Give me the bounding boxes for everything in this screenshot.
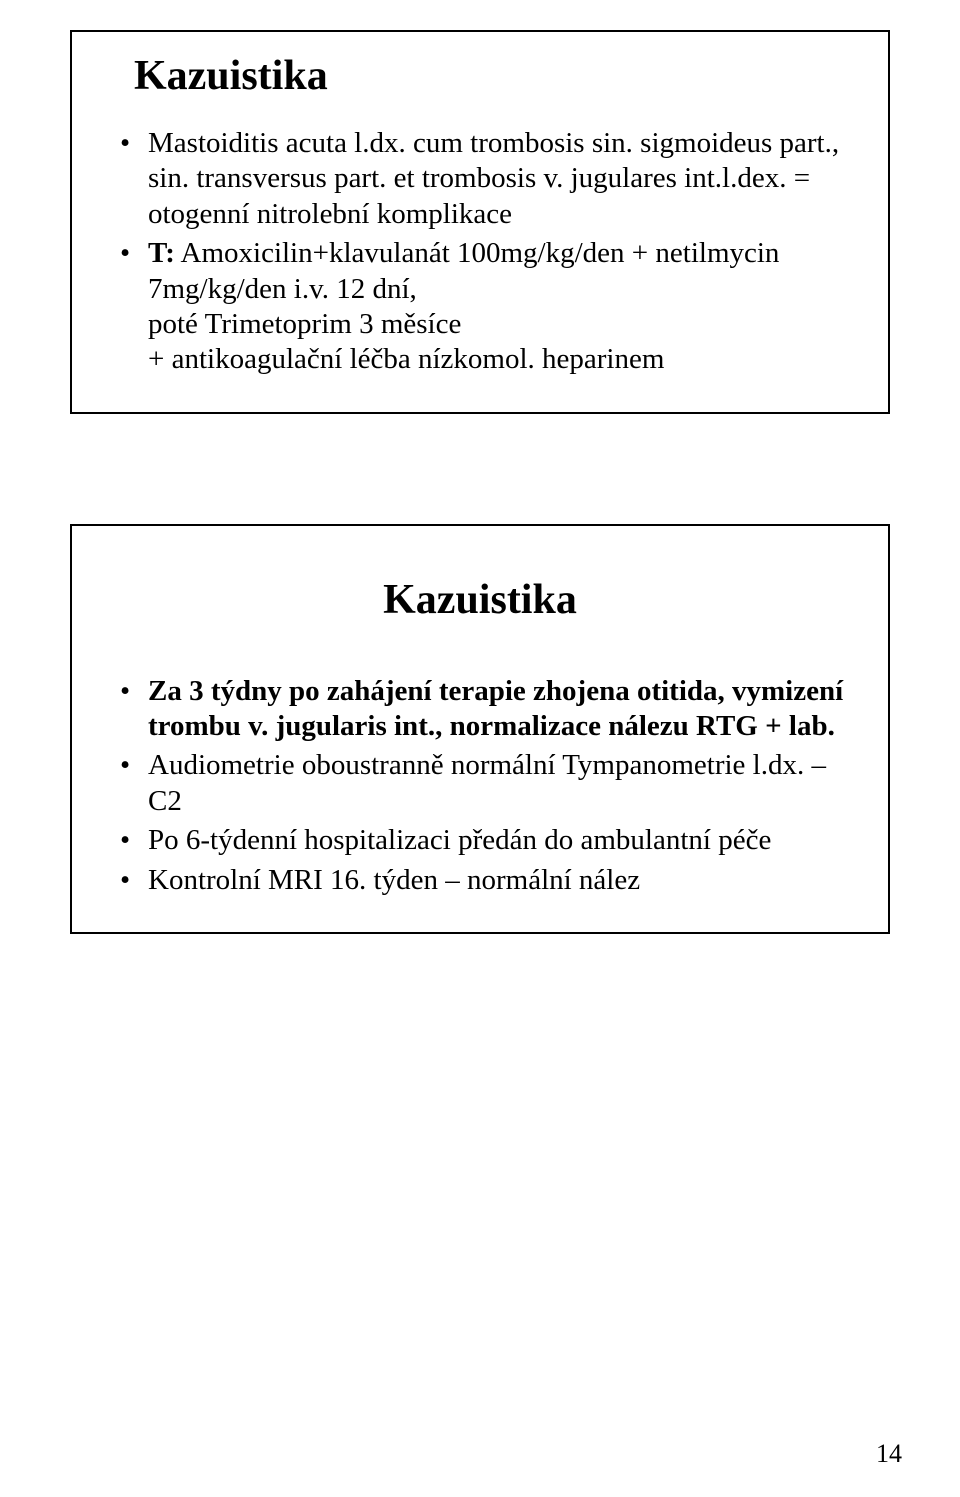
bullet-text: Po 6-týdenní hospitalizaci předán do amb…: [148, 824, 771, 856]
slide-1-title: Kazuistika: [134, 52, 848, 100]
page: Kazuistika Mastoiditis acuta l.dx. cum t…: [0, 0, 960, 1497]
slide-2-title: Kazuistika: [112, 576, 848, 624]
bullet-text: Audiometrie oboustranně normální Tympano…: [148, 749, 826, 816]
slide-2: Kazuistika Za 3 týdny po zahájení terapi…: [70, 524, 890, 934]
bullet-item: Mastoiditis acuta l.dx. cum trombosis si…: [114, 126, 848, 232]
page-number: 14: [876, 1439, 902, 1469]
bullet-text: Kontrolní MRI 16. týden – normální nález: [148, 864, 640, 896]
bullet-item: Audiometrie oboustranně normální Tympano…: [114, 748, 848, 819]
bullet-continuation: + antikoagulační léčba nízkomol. heparin…: [148, 342, 848, 377]
bullet-bold-prefix: T:: [148, 237, 175, 269]
slide-2-bullets: Za 3 týdny po zahájení terapie zhojena o…: [114, 674, 848, 898]
bullet-item: Kontrolní MRI 16. týden – normální nález: [114, 863, 848, 898]
bullet-text: Amoxicilin+klavulanát 100mg/kg/den + net…: [148, 237, 779, 304]
bullet-continuation: poté Trimetoprim 3 měsíce: [148, 307, 848, 342]
bullet-item: T: Amoxicilin+klavulanát 100mg/kg/den + …: [114, 236, 848, 378]
slide-1-bullets: Mastoiditis acuta l.dx. cum trombosis si…: [114, 126, 848, 378]
bullet-text: Mastoiditis acuta l.dx. cum trombosis si…: [148, 127, 839, 230]
bullet-bold-text: Za 3 týdny po zahájení terapie zhojena o…: [148, 675, 843, 742]
bullet-item: Za 3 týdny po zahájení terapie zhojena o…: [114, 674, 848, 745]
bullet-item: Po 6-týdenní hospitalizaci předán do amb…: [114, 823, 848, 858]
slide-1: Kazuistika Mastoiditis acuta l.dx. cum t…: [70, 30, 890, 414]
